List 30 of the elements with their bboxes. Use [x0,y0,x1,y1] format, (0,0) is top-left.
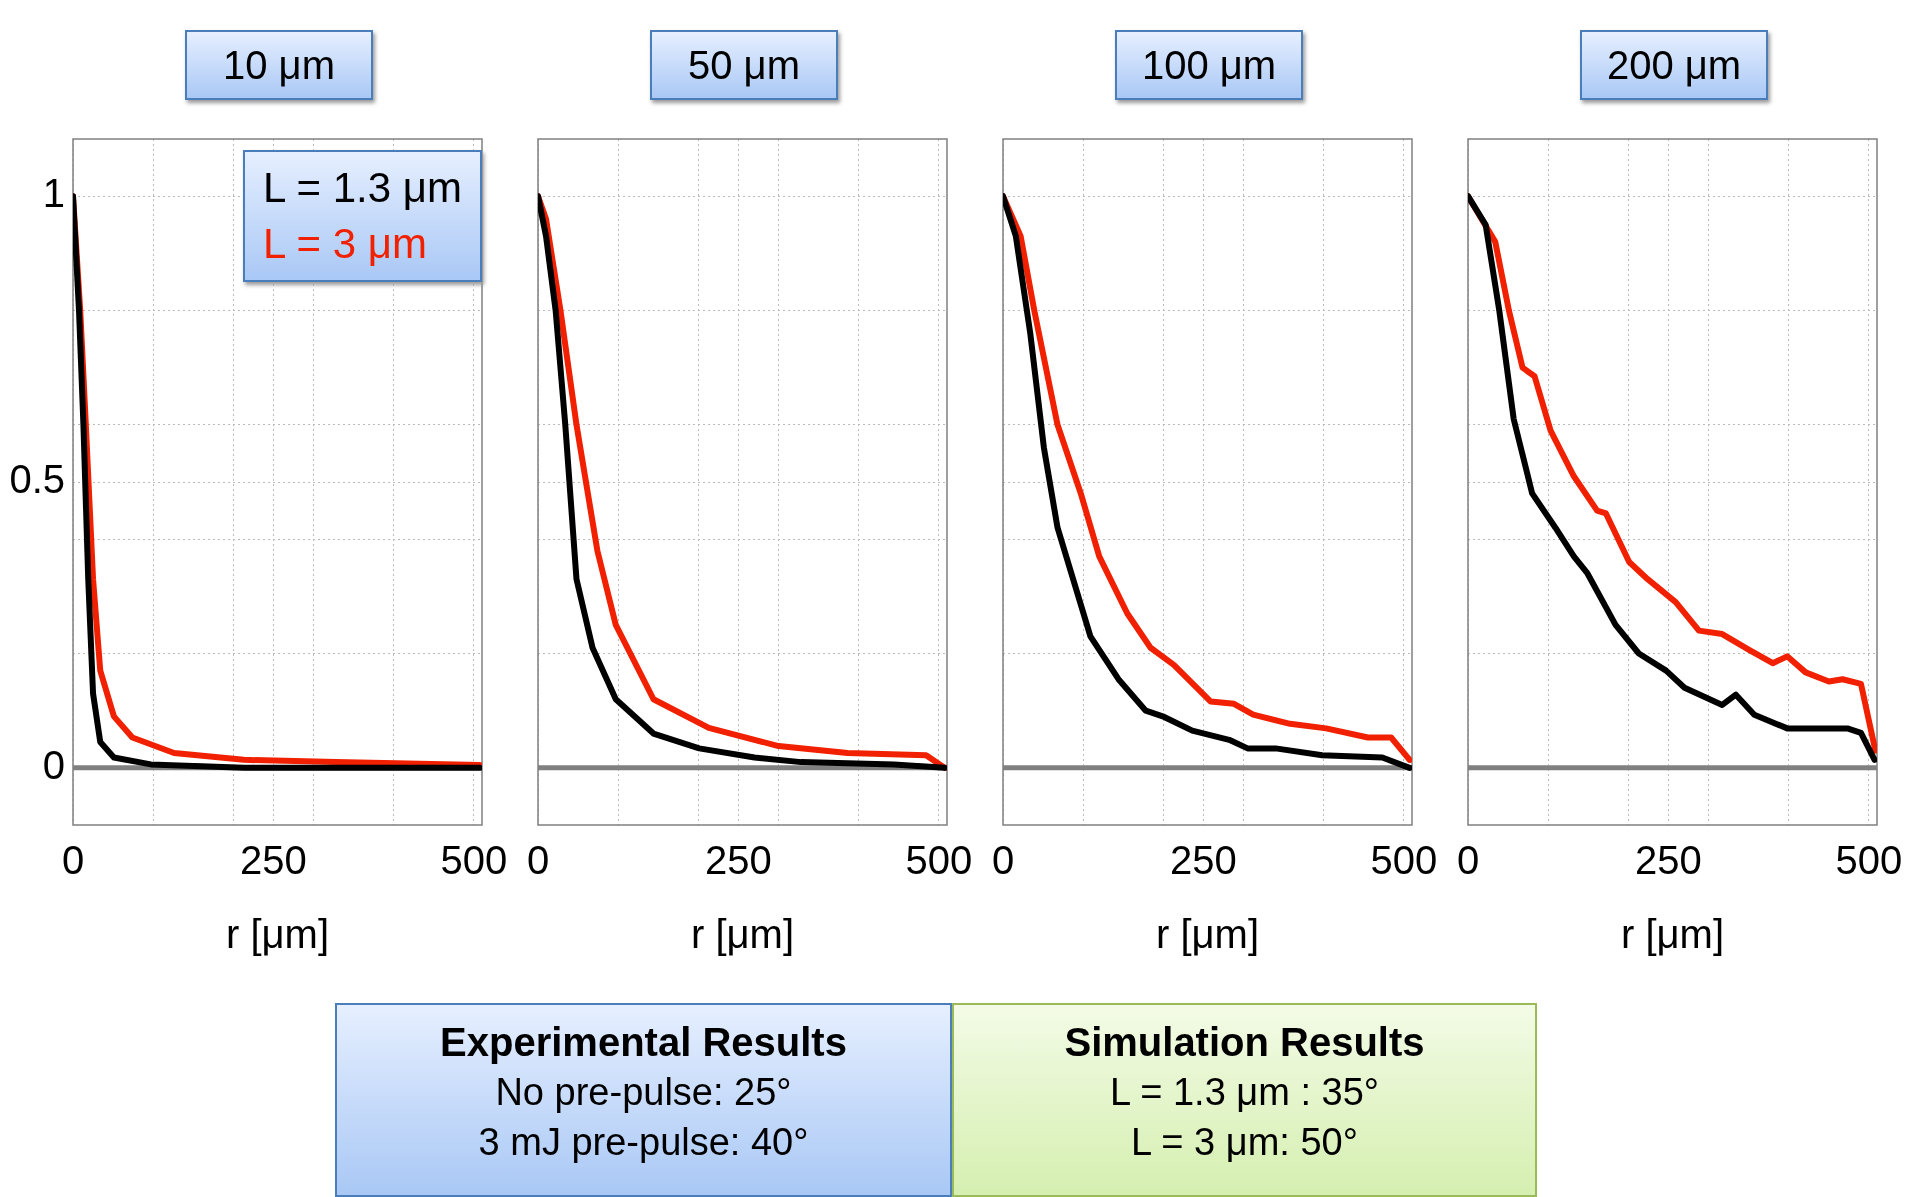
x-tick-label: 500 [1370,838,1438,883]
text: Simulation Results [1063,1019,1426,1066]
text: Experimental Results [439,1019,848,1066]
text: L = 3 μm: 50° [1130,1120,1359,1165]
x-tick-label: 0 [991,838,1015,883]
x-tick-label: 250 [705,838,772,883]
x-tick-label: 500 [905,838,973,883]
text: L = 1.3 μm : 35° [1108,1070,1381,1115]
text: No pre-pulse: 25° [494,1070,793,1115]
x-tick-label: 500 [440,838,508,883]
y-tick-label: 0 [42,742,65,787]
chart-title: 50 μm [650,30,838,100]
x-tick-label: 250 [1170,838,1237,883]
text: 3 mJ pre-pulse: 40° [477,1120,810,1165]
x-tick-label: 0 [526,838,550,883]
x-tick-label: 250 [1635,838,1702,883]
x-axis-title: r [μm] [690,912,795,957]
x-tick-label: 500 [1835,838,1903,883]
y-tick-label: 1 [42,171,65,216]
x-axis-title: r [μm] [225,912,330,957]
x-tick-label: 250 [240,838,307,883]
y-tick-label: 0.5 [9,457,65,502]
text: L = 1.3 μm [263,163,462,213]
chart-title: 10 μm [185,30,373,100]
text: L = 3 μm [263,219,428,269]
x-tick-label: 0 [1456,838,1480,883]
x-axis-title: r [μm] [1155,912,1260,957]
chart-title: 100 μm [1115,30,1303,100]
x-axis-title: r [μm] [1620,912,1725,957]
chart-title: 200 μm [1580,30,1768,100]
